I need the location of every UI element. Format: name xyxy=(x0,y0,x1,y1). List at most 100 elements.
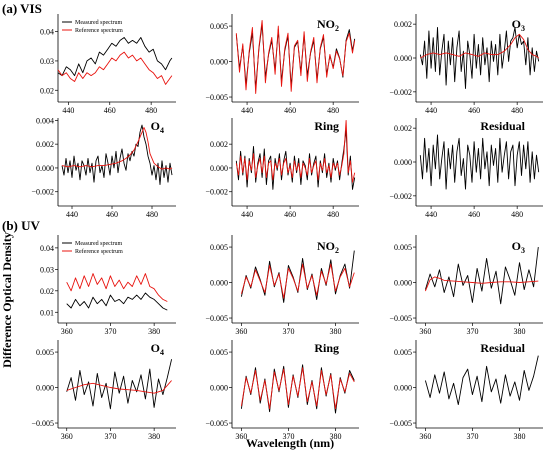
x-tick-label: 440 xyxy=(241,210,253,219)
y-tick-label: 0.01 xyxy=(40,308,54,317)
reference-spectrum-line xyxy=(66,273,168,302)
x-tick-label: 480 xyxy=(511,210,523,219)
y-tick-label: 0.002 xyxy=(394,124,412,133)
measured-line xyxy=(61,124,173,186)
section-label-uv: (b) UV xyxy=(2,218,41,233)
measured-line xyxy=(424,247,539,305)
y-tick-label: −0.002 xyxy=(205,188,228,197)
y-tick-label: −0.005 xyxy=(205,314,228,323)
measured-line xyxy=(424,355,539,406)
x-tick-label: 460 xyxy=(106,210,118,219)
reference-line xyxy=(61,127,173,170)
measured-line xyxy=(240,250,355,303)
x-tick-label: 370 xyxy=(282,432,294,441)
x-tick-label: 480 xyxy=(511,106,523,115)
y-tick-label: 0.04 xyxy=(40,244,54,253)
y-tick-label: 0.000 xyxy=(394,54,412,63)
panel-uv-ring: 360 370 380 −0.005 0.000 0.005 Ring xyxy=(205,340,359,441)
x-tick-label: 460 xyxy=(468,210,480,219)
panel-title: Ring xyxy=(314,341,339,355)
panel-uv-o4: 360 370 380 −0.005 0.000 0.005 O4 xyxy=(31,340,176,441)
x-tick-label: 370 xyxy=(282,327,294,336)
reference-line xyxy=(235,119,356,183)
x-tick-label: 370 xyxy=(104,432,116,441)
panel-uv-o3: 360 370 380 −0.005 0.000 0.005 O3 xyxy=(389,235,543,336)
reference-line xyxy=(66,380,172,394)
y-tick-label: 0.002 xyxy=(36,140,54,149)
x-tick-label: 380 xyxy=(329,432,341,441)
x-tick-label: 380 xyxy=(329,327,341,336)
panel-title: Residual xyxy=(480,341,525,355)
x-tick-label: 480 xyxy=(327,106,339,115)
x-tick-label: 380 xyxy=(148,432,160,441)
y-axis-label: Difference Optical Density xyxy=(0,232,14,368)
measured-line xyxy=(419,27,540,89)
x-tick-label: 440 xyxy=(425,106,437,115)
x-tick-label: 380 xyxy=(513,432,525,441)
measured-spectrum-line xyxy=(66,292,168,311)
y-tick-label: 0.000 xyxy=(36,164,54,173)
reference-line xyxy=(424,276,539,292)
panel-title: O3 xyxy=(512,239,525,255)
reference-line xyxy=(235,19,356,94)
reference-spectrum-line xyxy=(57,51,173,85)
y-tick-label: −0.005 xyxy=(205,419,228,428)
x-tick-label: 440 xyxy=(425,210,437,219)
y-tick-label: 0.002 xyxy=(394,20,412,29)
x-tick-label: 360 xyxy=(235,327,247,336)
x-tick-label: 480 xyxy=(327,210,339,219)
x-tick-label: 370 xyxy=(466,432,478,441)
panel-title: O4 xyxy=(151,119,164,135)
reference-line xyxy=(240,263,355,299)
y-tick-label: 0.000 xyxy=(394,158,412,167)
x-tick-label: 480 xyxy=(145,106,157,115)
y-tick-label: 0.02 xyxy=(40,86,54,95)
y-tick-label: −0.002 xyxy=(389,88,412,97)
x-tick-label: 360 xyxy=(419,327,431,336)
y-tick-label: 0.000 xyxy=(210,164,228,173)
x-tick-label: 440 xyxy=(66,210,78,219)
measured-line xyxy=(240,364,355,414)
x-axis-label: Wavelength (nm) xyxy=(246,436,334,450)
y-tick-label: 0.005 xyxy=(210,22,228,31)
y-tick-label: 0.03 xyxy=(40,57,54,66)
y-tick-label: 0.000 xyxy=(36,384,54,393)
y-tick-label: −0.005 xyxy=(31,419,54,428)
panel-vis-o4: 440 460 480 −0.002 0.000 0.002 0.004 O4 xyxy=(31,116,176,219)
y-tick-label: −0.005 xyxy=(389,419,412,428)
panel-vis-o3: 440 460 480 −0.002 0.000 0.002 O3 xyxy=(389,14,543,115)
y-tick-label: −0.005 xyxy=(389,314,412,323)
y-tick-label: 0.005 xyxy=(394,243,412,252)
y-tick-label: 0.005 xyxy=(210,348,228,357)
y-tick-label: −0.002 xyxy=(389,192,412,201)
legend-entry: Reference spectrum xyxy=(75,27,123,34)
y-tick-label: 0.02 xyxy=(40,287,54,296)
x-tick-label: 360 xyxy=(61,432,73,441)
x-tick-label: 460 xyxy=(284,106,296,115)
x-tick-label: 380 xyxy=(148,327,160,336)
reference-line xyxy=(240,367,355,410)
panel-title: Residual xyxy=(480,119,525,133)
y-tick-label: 0.005 xyxy=(394,348,412,357)
panel-vis-ring: 440 460 480 −0.002 0.000 0.002 Ring xyxy=(205,118,359,219)
x-tick-label: 460 xyxy=(284,210,296,219)
measured-line xyxy=(66,359,173,410)
panel-title: NO2 xyxy=(317,239,339,255)
x-tick-label: 460 xyxy=(468,106,480,115)
x-tick-label: 460 xyxy=(104,106,116,115)
y-tick-label: 0.005 xyxy=(210,243,228,252)
y-tick-label: 0.03 xyxy=(40,265,54,274)
x-tick-label: 370 xyxy=(466,327,478,336)
panel-vis-residual: 440 460 480 −0.002 0.000 0.002 Residual xyxy=(389,118,543,219)
legend-entry: Measured spectrum xyxy=(75,241,122,247)
panel-title: O3 xyxy=(512,17,525,33)
y-tick-label: 0.000 xyxy=(210,58,228,67)
y-tick-label: 0.004 xyxy=(36,116,54,125)
measured-spectrum-line xyxy=(57,37,173,77)
panel-vis-main: 440 460 480 0.02 0.03 0.04 Measured spectrumRe… xyxy=(40,14,176,115)
y-tick-label: 0.000 xyxy=(394,384,412,393)
y-tick-label: 0.002 xyxy=(210,140,228,149)
panel-uv-main: 360 370 380 0.01 0.02 0.03 0.04 Measured spectr… xyxy=(40,235,176,336)
measured-line xyxy=(419,134,540,190)
y-tick-label: 0.04 xyxy=(40,28,54,37)
